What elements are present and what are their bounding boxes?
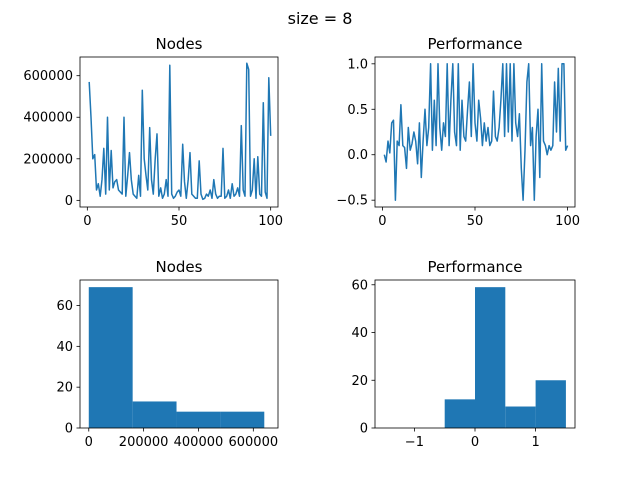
x-tick-label: −1	[405, 435, 424, 450]
y-tick-label: 0	[360, 422, 368, 437]
y-tick-label: 0	[65, 422, 73, 437]
y-tick-label: 0.0	[347, 148, 368, 163]
histogram-bar	[88, 287, 133, 428]
histogram-bar	[535, 380, 566, 428]
histogram-bar	[132, 401, 177, 428]
y-tick-label: 40	[351, 326, 368, 341]
subplot-nodes-histogram: 0 200000 400000 600000 0 20 40 60 Nodes	[56, 258, 279, 450]
y-tick-label: 60	[351, 278, 368, 293]
x-tick-label: 0	[378, 214, 386, 229]
x-tick-label: 0	[85, 435, 93, 450]
x-tick-label: 50	[171, 214, 188, 229]
subplot-title: Nodes	[156, 258, 203, 276]
x-tick-label: 100	[555, 214, 580, 229]
x-tick-label: 400000	[174, 435, 224, 450]
y-tick-label: −0.5	[336, 194, 368, 209]
x-tick-label: 200000	[119, 435, 169, 450]
y-tick-label: 0.5	[347, 103, 368, 118]
y-tick-label: 200000	[23, 152, 73, 167]
histogram-bar	[505, 406, 536, 428]
histogram-bar	[176, 411, 221, 428]
y-tick-label: 1.0	[347, 57, 368, 72]
y-tick-label: 600000	[23, 69, 73, 84]
subplot-title: Performance	[427, 258, 522, 276]
x-tick-label: 600000	[228, 435, 278, 450]
y-tick-label: 0	[65, 194, 73, 209]
x-tick-label: 0	[83, 214, 91, 229]
axes-frame	[79, 279, 279, 429]
y-tick-label: 40	[56, 340, 73, 355]
x-tick-label: 0	[471, 435, 479, 450]
histogram-bar	[444, 399, 475, 428]
subplot-nodes-line: 0 50 100 0 200000 400000 600000 Nodes	[23, 35, 283, 229]
y-tick-label: 60	[56, 299, 73, 314]
x-tick-label: 1	[531, 435, 539, 450]
histogram-bar	[220, 411, 265, 428]
subplot-performance-line: 0 50 100 −0.5 0.0 0.5 1.0 Performance	[336, 35, 580, 229]
series-line	[88, 62, 272, 201]
y-tick-label: 20	[56, 381, 73, 396]
figure-suptitle: size = 8	[288, 9, 353, 28]
y-tick-label: 400000	[23, 111, 73, 126]
series-line	[383, 63, 569, 201]
subplot-title: Nodes	[156, 35, 203, 53]
x-tick-label: 100	[258, 214, 283, 229]
x-tick-label: 50	[467, 214, 484, 229]
histogram-bar	[475, 287, 506, 428]
subplot-title: Performance	[427, 35, 522, 53]
y-tick-label: 20	[351, 374, 368, 389]
